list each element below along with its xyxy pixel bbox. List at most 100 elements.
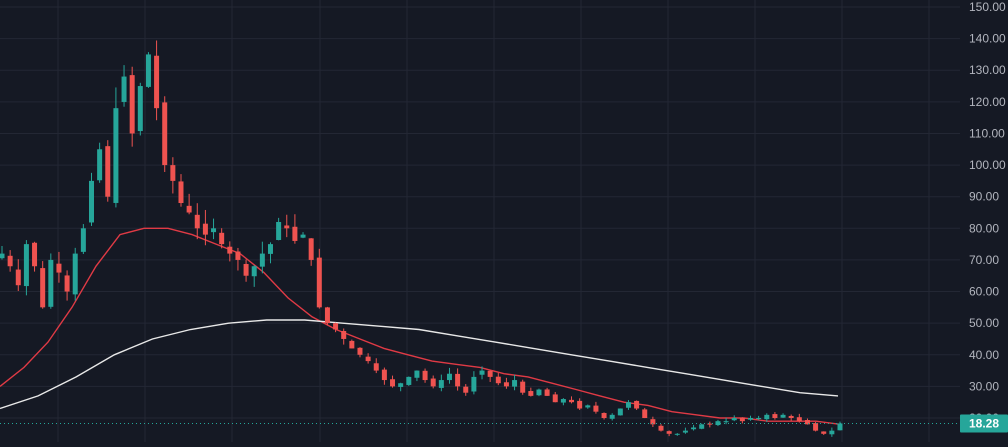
candle-body: [503, 382, 509, 387]
candle-body: [406, 376, 412, 385]
candle-body: [178, 181, 184, 204]
y-tick-label: 110.00: [969, 126, 1005, 140]
candle-body: [333, 323, 339, 330]
candle-body: [756, 418, 762, 419]
candles: [0, 40, 843, 437]
candle-body: [463, 386, 469, 393]
candle-body: [357, 347, 363, 355]
candle-body: [381, 369, 387, 381]
y-tick-label: 80.00: [969, 221, 999, 235]
candle-body: [202, 223, 208, 235]
candle-body: [487, 370, 493, 377]
candle-body: [796, 417, 802, 422]
candle-body: [186, 205, 192, 213]
ma-fast-line: [0, 227, 841, 425]
candle-body: [267, 244, 273, 254]
candle-body: [560, 399, 566, 403]
candle-body: [170, 165, 176, 181]
last-price-label: 18.28: [969, 416, 999, 430]
candle-body: [243, 263, 249, 276]
y-tick-label: 90.00: [969, 190, 999, 204]
candle-body: [455, 373, 461, 387]
candle-body: [764, 414, 770, 420]
candle-body: [593, 405, 599, 412]
candle-body: [577, 400, 583, 409]
candle-body: [821, 431, 827, 434]
candle-body: [316, 257, 322, 308]
moving-averages: [0, 227, 841, 425]
y-tick-label: 60.00: [969, 285, 999, 299]
candle-body: [121, 76, 127, 102]
candle-body: [40, 268, 46, 308]
candle-body: [829, 430, 835, 435]
candle-body: [739, 417, 745, 422]
candle-body: [349, 340, 355, 349]
candle-body: [715, 421, 721, 426]
candle-body: [227, 246, 233, 254]
price-axis[interactable]: 150.00 140.00 130.00 120.00 110.00 100.00 90.0…: [960, 0, 1008, 442]
y-tick-label: 150.00: [969, 0, 1006, 14]
candle-body: [72, 253, 78, 295]
candle-body: [414, 370, 420, 378]
candle-body: [390, 379, 396, 387]
y-tick-label: 30.00: [969, 379, 999, 393]
candle-body: [682, 430, 688, 433]
candle-body: [650, 419, 656, 425]
candle-body: [731, 418, 737, 421]
candle-body: [544, 389, 550, 396]
candle-body: [97, 149, 103, 181]
candle-body: [569, 399, 575, 403]
candle-body: [601, 412, 607, 418]
candle-body: [137, 86, 143, 132]
candle-body: [520, 381, 526, 393]
candle-body: [479, 370, 485, 375]
candle-body: [365, 356, 371, 362]
candle-body: [23, 244, 29, 287]
candle-body: [0, 253, 5, 259]
candle-body: [154, 55, 160, 109]
candle-body: [804, 420, 810, 425]
candle-body: [642, 409, 648, 418]
candle-body: [585, 405, 591, 408]
candle-body: [780, 414, 786, 418]
candle-body: [699, 424, 705, 429]
candle-body: [113, 108, 119, 203]
candle-body: [430, 378, 436, 387]
candle-body: [772, 414, 778, 418]
candle-body: [251, 266, 257, 277]
candle-body: [707, 423, 713, 425]
candle-body: [129, 75, 135, 134]
candle-body: [609, 414, 615, 419]
candle-body: [495, 376, 501, 384]
candle-body: [324, 307, 330, 324]
candle-body: [398, 383, 404, 387]
candle-body: [666, 431, 672, 434]
candle-body: [194, 214, 200, 229]
candle-body: [7, 255, 13, 267]
grid: [0, 0, 960, 442]
candle-body: [438, 380, 444, 388]
candle-body: [341, 331, 347, 339]
candle-body: [552, 394, 558, 403]
candle-body: [292, 226, 298, 241]
y-tick-label: 140.00: [969, 32, 1006, 46]
candle-body: [528, 391, 534, 396]
candle-body: [145, 54, 151, 87]
candle-body: [837, 423, 843, 431]
candle-body: [219, 232, 225, 245]
candle-body: [308, 238, 314, 260]
candle-body: [64, 275, 70, 292]
candle-body: [235, 251, 241, 260]
candle-body: [788, 415, 794, 418]
candle-body: [691, 427, 697, 430]
last-price-badge: [960, 414, 1008, 433]
candle-body: [658, 425, 664, 431]
candle-body: [300, 234, 306, 238]
candle-body: [723, 421, 729, 423]
candle-body: [471, 376, 477, 392]
candle-body: [512, 380, 518, 387]
y-tick-label: 130.00: [969, 63, 1006, 77]
candle-body: [634, 400, 640, 409]
